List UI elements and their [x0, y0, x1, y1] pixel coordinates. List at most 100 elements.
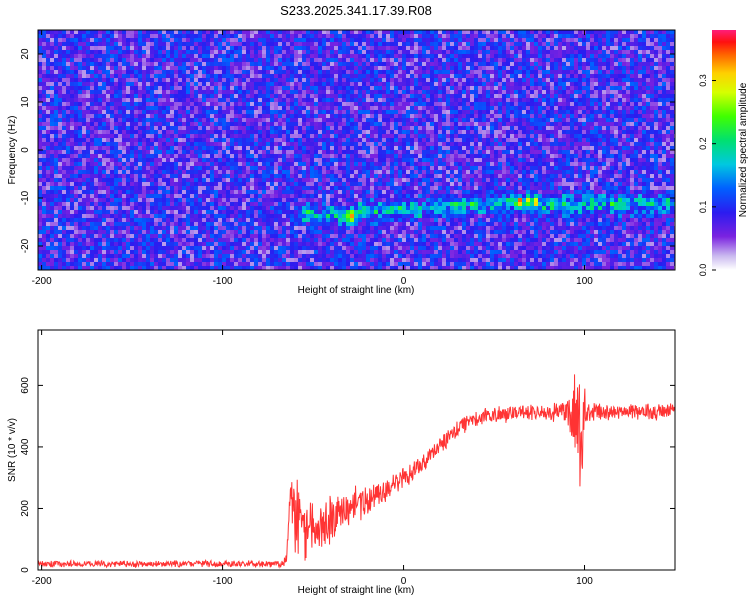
heatmap-cell: [362, 74, 367, 79]
heatmap-cell: [202, 78, 207, 83]
heatmap-cell: [154, 70, 159, 75]
heatmap-cell: [478, 126, 483, 131]
heatmap-cell: [466, 90, 471, 95]
heatmap-cell: [462, 82, 467, 87]
heatmap-cell: [626, 46, 631, 51]
heatmap-cell: [658, 70, 663, 75]
heatmap-cell: [634, 122, 639, 127]
heatmap-cell: [314, 142, 319, 147]
heatmap-cell: [490, 114, 495, 119]
heatmap-cell: [234, 130, 239, 135]
heatmap-cell: [302, 90, 307, 95]
heatmap-cell: [622, 42, 627, 47]
heatmap-cell: [222, 138, 227, 143]
heatmap-cell: [246, 118, 251, 123]
heatmap-cell: [102, 78, 107, 83]
heatmap-cell: [354, 118, 359, 123]
heatmap-cell: [638, 34, 643, 39]
heatmap-cell: [506, 74, 511, 79]
heatmap-cell: [398, 78, 403, 83]
heatmap-cell: [118, 66, 123, 71]
heatmap-cell: [226, 118, 231, 123]
heatmap-cell: [370, 34, 375, 39]
heatmap-cell: [342, 70, 347, 75]
heatmap-cell: [210, 66, 215, 71]
heatmap-cell: [394, 86, 399, 91]
heatmap-cell: [214, 30, 219, 35]
heatmap-cell: [294, 134, 299, 139]
heatmap-cell: [518, 130, 523, 135]
heatmap-cell: [142, 54, 147, 59]
heatmap-cell: [302, 98, 307, 103]
heatmap-cell: [402, 94, 407, 99]
heatmap-cell: [326, 30, 331, 35]
heatmap-cell: [566, 94, 571, 99]
heatmap-cell: [634, 138, 639, 143]
heatmap-cell: [394, 94, 399, 99]
heatmap-cell: [662, 42, 667, 47]
heatmap-cell: [186, 38, 191, 43]
heatmap-cell: [518, 106, 523, 111]
heatmap-cell: [86, 70, 91, 75]
heatmap-cell: [86, 46, 91, 51]
heatmap-cell: [50, 42, 55, 47]
heatmap-cell: [294, 114, 299, 119]
heatmap-cell: [126, 66, 131, 71]
heatmap-cell: [554, 54, 559, 59]
heatmap-cell: [562, 106, 567, 111]
heatmap-cell: [514, 102, 519, 107]
heatmap-cell: [342, 106, 347, 111]
heatmap-cell: [654, 134, 659, 139]
heatmap-cell: [306, 50, 311, 55]
heatmap-cell: [206, 114, 211, 119]
heatmap-cell: [618, 50, 623, 55]
heatmap-cell: [366, 62, 371, 67]
heatmap-cell: [182, 114, 187, 119]
heatmap-cell: [514, 82, 519, 87]
heatmap-cell: [190, 98, 195, 103]
heatmap-cell: [50, 114, 55, 119]
heatmap-cell: [186, 106, 191, 111]
heatmap-cell: [414, 34, 419, 39]
heatmap-cell: [182, 30, 187, 35]
heatmap-cell: [50, 126, 55, 131]
heatmap-cell: [666, 58, 671, 63]
heatmap-cell: [650, 146, 655, 151]
heatmap-cell: [358, 142, 363, 147]
heatmap-cell: [366, 46, 371, 51]
heatmap-cell: [538, 138, 543, 143]
heatmap-cell: [266, 114, 271, 119]
heatmap-cell: [210, 50, 215, 55]
heatmap-cell: [534, 98, 539, 103]
heatmap-cell: [366, 106, 371, 111]
heatmap-cell: [258, 134, 263, 139]
heatmap-cell: [366, 54, 371, 59]
heatmap-cell: [138, 66, 143, 71]
heatmap-cell: [646, 102, 651, 107]
heatmap-cell: [234, 66, 239, 71]
heatmap-cell: [426, 86, 431, 91]
heatmap-cell: [298, 34, 303, 39]
heatmap-cell: [74, 58, 79, 63]
heatmap-cell: [286, 38, 291, 43]
heatmap-cell: [442, 106, 447, 111]
heatmap-cell: [38, 118, 43, 123]
heatmap-cell: [346, 114, 351, 119]
heatmap-cell: [38, 58, 43, 63]
heatmap-cell: [190, 78, 195, 83]
heatmap-cell: [458, 98, 463, 103]
heatmap-cell: [322, 34, 327, 39]
heatmap-cell: [50, 38, 55, 43]
heatmap-cell: [102, 82, 107, 87]
heatmap-cell: [606, 62, 611, 67]
heatmap-cell: [318, 134, 323, 139]
heatmap-cell: [662, 74, 667, 79]
heatmap-cell: [358, 90, 363, 95]
heatmap-cell: [522, 30, 527, 35]
heatmap-cell: [42, 134, 47, 139]
heatmap-cell: [350, 118, 355, 123]
heatmap-cell: [182, 70, 187, 75]
heatmap-cell: [542, 62, 547, 67]
heatmap-cell: [310, 62, 315, 67]
heatmap-cell: [110, 154, 115, 159]
